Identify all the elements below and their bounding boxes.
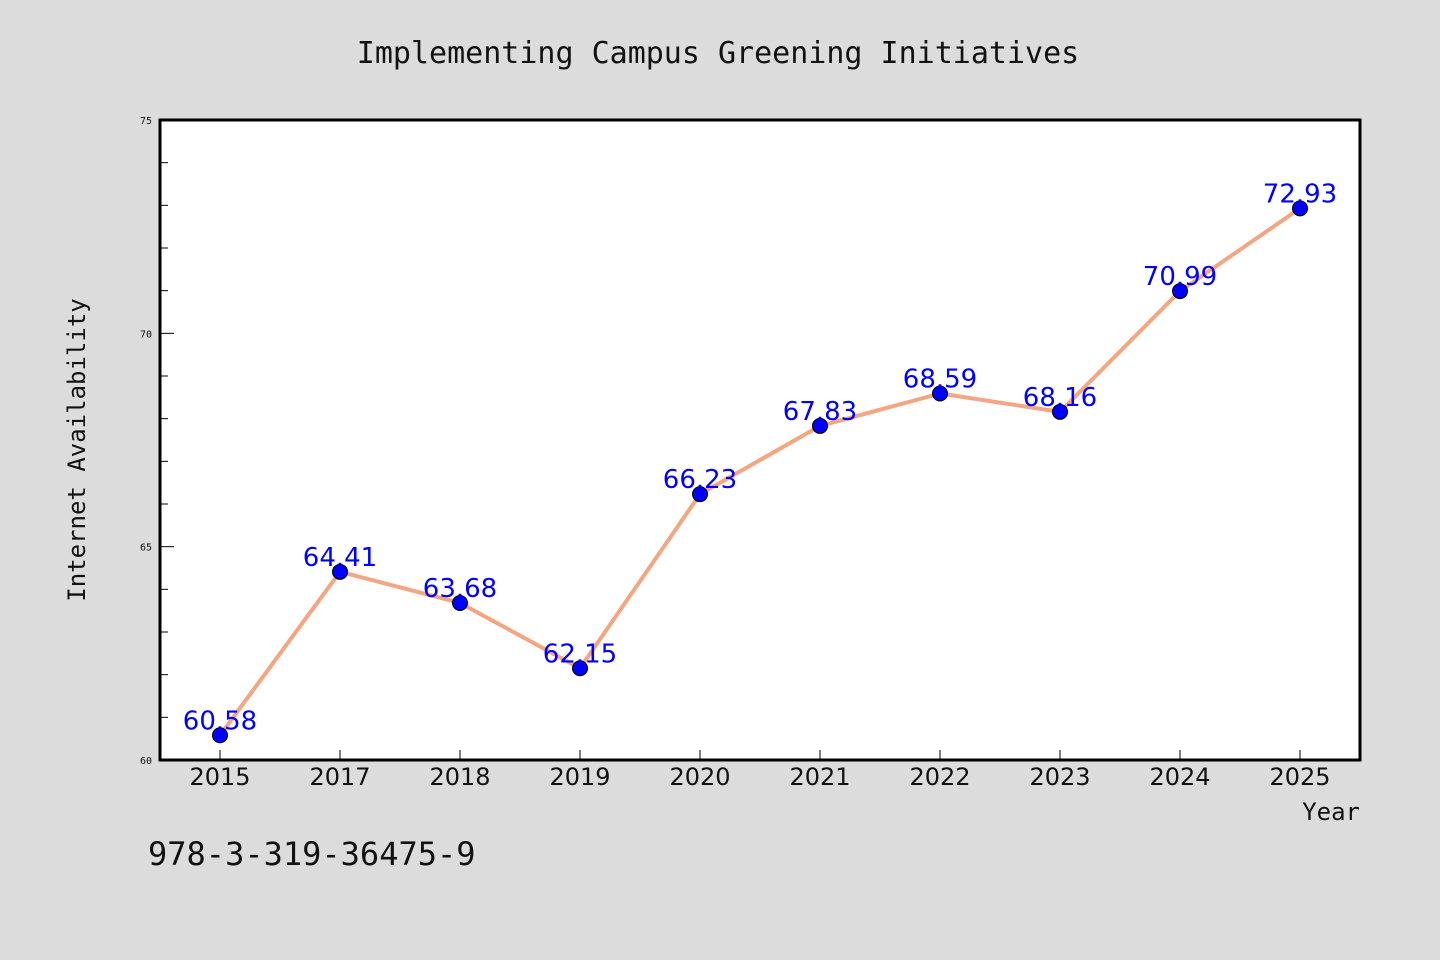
y-tick-label: 65	[140, 543, 152, 554]
data-label: 68.59	[903, 364, 977, 394]
x-tick-label: 2022	[909, 763, 970, 791]
data-points	[212, 200, 1308, 744]
x-tick-label: 2017	[309, 763, 370, 791]
series-line	[218, 206, 1302, 737]
data-label: 70.99	[1143, 262, 1217, 292]
data-point	[1052, 403, 1068, 420]
data-labels: 60.58 64.41 63.68 62.15 66.23 67.83 68.59 68.16…	[183, 179, 1337, 736]
data-label: 62.15	[543, 639, 617, 669]
data-point	[332, 563, 348, 580]
data-point	[452, 594, 468, 611]
data-label: 72.93	[1263, 179, 1337, 209]
x-axis-label: Year	[1302, 798, 1360, 826]
x-tick-label: 2018	[429, 763, 490, 791]
data-label: 66.23	[663, 465, 737, 495]
footer-isbn: 978-3-319-36475-9	[148, 835, 476, 873]
y-axis-label: Internet Availability	[63, 298, 91, 601]
x-tick-label: 2021	[789, 763, 850, 791]
data-point	[572, 660, 588, 677]
data-label: 63.68	[423, 574, 497, 604]
data-point	[1172, 283, 1188, 300]
x-tick-label: 2019	[549, 763, 610, 791]
data-point	[932, 385, 948, 402]
y-tick-label: 60	[140, 756, 152, 767]
x-tick-label: 2024	[1149, 763, 1210, 791]
data-label: 67.83	[783, 397, 857, 427]
y-tick-label: 70	[140, 329, 152, 340]
x-tick-label: 2023	[1029, 763, 1090, 791]
data-point	[212, 727, 228, 744]
chart-title: Implementing Campus Greening Initiatives	[357, 36, 1079, 71]
x-tick-label: 2025	[1269, 763, 1330, 791]
x-tick-label: 2020	[669, 763, 730, 791]
data-label: 60.58	[183, 706, 257, 736]
x-tick-label: 2015	[189, 763, 250, 791]
data-label: 68.16	[1023, 383, 1097, 413]
data-point	[812, 417, 828, 434]
plot-area	[158, 118, 1362, 762]
data-label: 64.41	[303, 543, 377, 573]
y-tick-label: 75	[140, 116, 152, 127]
data-point	[692, 486, 708, 503]
x-axis-ticks: 2015 2017 2018 2019 2020 2021 2022 2023 2024 2025	[189, 750, 1331, 791]
data-point	[1292, 200, 1308, 217]
y-axis-ticks: 60 65 70 75	[140, 116, 174, 767]
